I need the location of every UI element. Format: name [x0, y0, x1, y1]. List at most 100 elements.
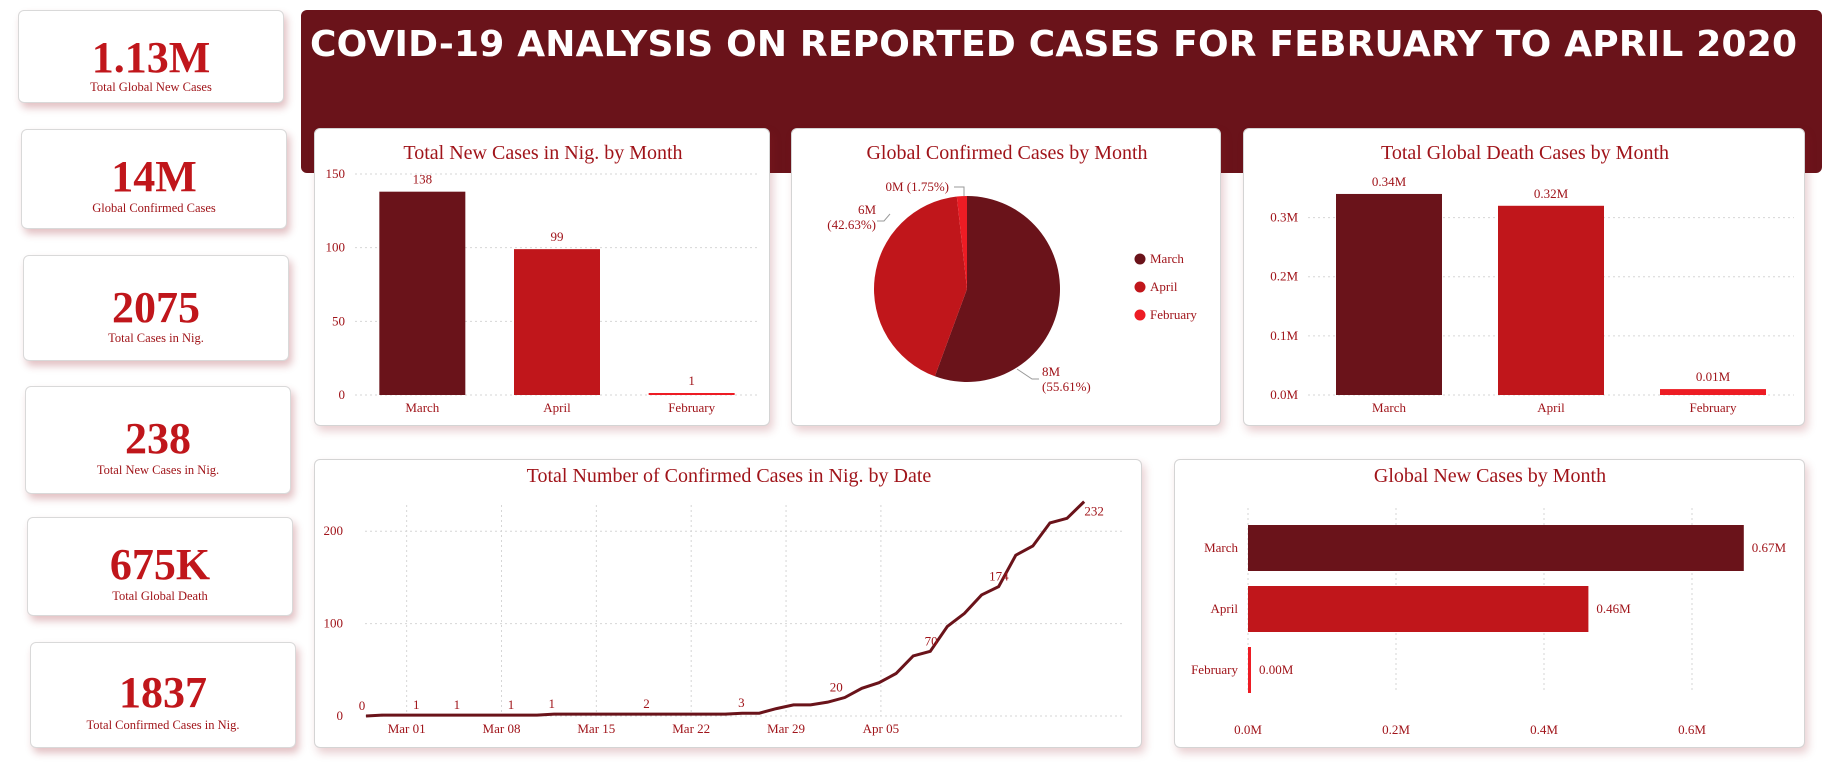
legend-label: April [1150, 279, 1178, 294]
x-tick-label: March [405, 400, 439, 415]
kpi-card-total-global-death: 675K Total Global Death [27, 517, 293, 616]
x-tick-label: April [1537, 400, 1565, 415]
legend-marker [1134, 309, 1146, 321]
leader-line [1016, 368, 1039, 380]
line-chart-nig-confirmed: Total Number of Confirmed Cases in Nig. … [324, 465, 1125, 736]
kpi-card-total-global-new-cases: 1.13M Total Global New Cases [18, 10, 284, 103]
data-label: 0.32M [1534, 186, 1569, 201]
x-tick-label: March [1372, 400, 1406, 415]
x-tick-label: February [1690, 400, 1737, 415]
kpi-label: Global Confirmed Cases [92, 201, 216, 215]
chart-card-global-new-by-month: Global New Cases by Month 0.0M 0.2M 0.4M 0.6… [1174, 459, 1805, 748]
y-tick-label: 0 [339, 387, 346, 402]
bar [514, 249, 600, 395]
x-tick-label: 0.4M [1530, 722, 1558, 737]
kpi-card-global-confirmed-cases: 14M Global Confirmed Cases [21, 129, 287, 229]
page-title: COVID-19 ANALYSIS ON REPORTED CASES FOR … [310, 24, 1798, 65]
bar [1660, 389, 1766, 395]
data-label: 174 [989, 569, 1009, 584]
series-line [365, 500, 1086, 718]
data-label: 1 [688, 373, 695, 388]
bar-chart-nig-new-cases: Total New Cases in Nig. by Month 0 50 100 15… [326, 142, 759, 415]
x-tick-label: 0.0M [1234, 722, 1262, 737]
kpi-label: Total Global New Cases [90, 80, 212, 94]
data-label: 0.67M [1752, 540, 1787, 555]
data-label: 70 [925, 633, 938, 648]
chart-title: Total Number of Confirmed Cases in Nig. … [527, 465, 932, 487]
legend-label: February [1150, 307, 1197, 322]
bar [1248, 586, 1589, 632]
bar [648, 393, 735, 395]
data-label: 0.46M [1596, 601, 1631, 616]
y-tick-label: 50 [332, 313, 345, 328]
data-label: 1 [454, 697, 461, 712]
chart-title: Total Global Death Cases by Month [1381, 142, 1669, 164]
kpi-value: 14M [111, 152, 197, 201]
y-tick-label: 0 [337, 708, 344, 723]
bar [1248, 647, 1251, 693]
y-tick-label: 0.0M [1270, 387, 1298, 402]
kpi-card-total-confirmed-cases-nig: 1837 Total Confirmed Cases in Nig. [30, 642, 296, 748]
legend-marker [1134, 253, 1146, 265]
y-tick-label: 100 [326, 240, 346, 255]
x-tick-label: 0.2M [1382, 722, 1410, 737]
data-label: 20 [830, 680, 843, 695]
data-label: (55.61%) [1042, 379, 1091, 394]
pie-chart-global-confirmed: Global Confirmed Cases by Month 8M(55.61%… [827, 142, 1197, 394]
data-label: 0.01M [1696, 369, 1731, 384]
pie-slice [934, 196, 1060, 382]
chart-card-global-confirmed-by-month: Global Confirmed Cases by Month 8M (55.61%… [791, 128, 1221, 426]
data-label: 232 [1084, 504, 1104, 519]
pie-slice [956, 196, 967, 289]
x-tick-label: February [668, 400, 715, 415]
y-tick-label: April [1211, 601, 1239, 616]
kpi-label: Total Global Death [112, 589, 208, 603]
x-tick-label: Mar 08 [483, 721, 521, 736]
data-label: 99 [551, 229, 564, 244]
chart-card-global-death-by-month: Total Global Death Cases by Month 0.0M 0.1… [1243, 128, 1805, 426]
y-tick-label: 100 [324, 616, 344, 631]
leader-line [954, 186, 965, 196]
kpi-label: Total Confirmed Cases in Nig. [86, 718, 240, 732]
data-label: 0M (1.75%) [885, 179, 949, 194]
kpi-value: 675K [109, 540, 211, 589]
kpi-value: 238 [125, 414, 191, 463]
data-label: 1 [413, 697, 420, 712]
chart-card-nig-confirmed-by-date: Total Number of Confirmed Cases in Nig. … [314, 459, 1142, 748]
bar [1248, 525, 1744, 571]
data-label: (42.63%) [827, 217, 876, 232]
data-label: 6M [858, 202, 877, 217]
y-tick-label: 0.2M [1270, 269, 1298, 284]
y-tick-label: March [1204, 540, 1238, 555]
kpi-label: Total New Cases in Nig. [96, 463, 220, 477]
kpi-card-total-cases-nig: 2075 Total Cases in Nig. [23, 255, 289, 361]
y-tick-label: 200 [324, 523, 344, 538]
pie-slice [874, 196, 967, 377]
kpi-card-total-new-cases-nig: 238 Total New Cases in Nig. [25, 386, 291, 494]
x-tick-label: 0.6M [1678, 722, 1706, 737]
y-tick-label: 0.1M [1270, 328, 1298, 343]
bar [1336, 193, 1442, 395]
kpi-value: 1837 [119, 668, 207, 717]
data-label: 8M [1042, 364, 1061, 379]
data-label: 138 [413, 172, 433, 187]
data-label: 3 [738, 695, 745, 710]
chart-title: Global Confirmed Cases by Month [866, 142, 1147, 164]
leader-line [877, 213, 891, 222]
legend-marker [1134, 281, 1146, 293]
bar-chart-global-death: Total Global Death Cases by Month 0.0M 0.1… [1270, 142, 1794, 415]
data-label: 1 [508, 697, 515, 712]
x-tick-label: Mar 29 [767, 721, 805, 736]
bar [1498, 205, 1604, 395]
data-label: 0.34M [1372, 174, 1407, 189]
data-label: 2 [643, 696, 650, 711]
kpi-value: 2075 [112, 283, 200, 332]
chart-title: Global New Cases by Month [1374, 465, 1606, 487]
y-tick-label: 150 [326, 166, 346, 181]
chart-card-nig-new-cases-by-month: Total New Cases in Nig. by Month 0 50 100 15… [314, 128, 770, 426]
x-tick-label: Apr 05 [863, 721, 899, 736]
bar [379, 191, 466, 395]
x-tick-label: April [543, 400, 571, 415]
y-tick-label: 0.3M [1270, 210, 1298, 225]
y-tick-label: February [1191, 662, 1238, 677]
